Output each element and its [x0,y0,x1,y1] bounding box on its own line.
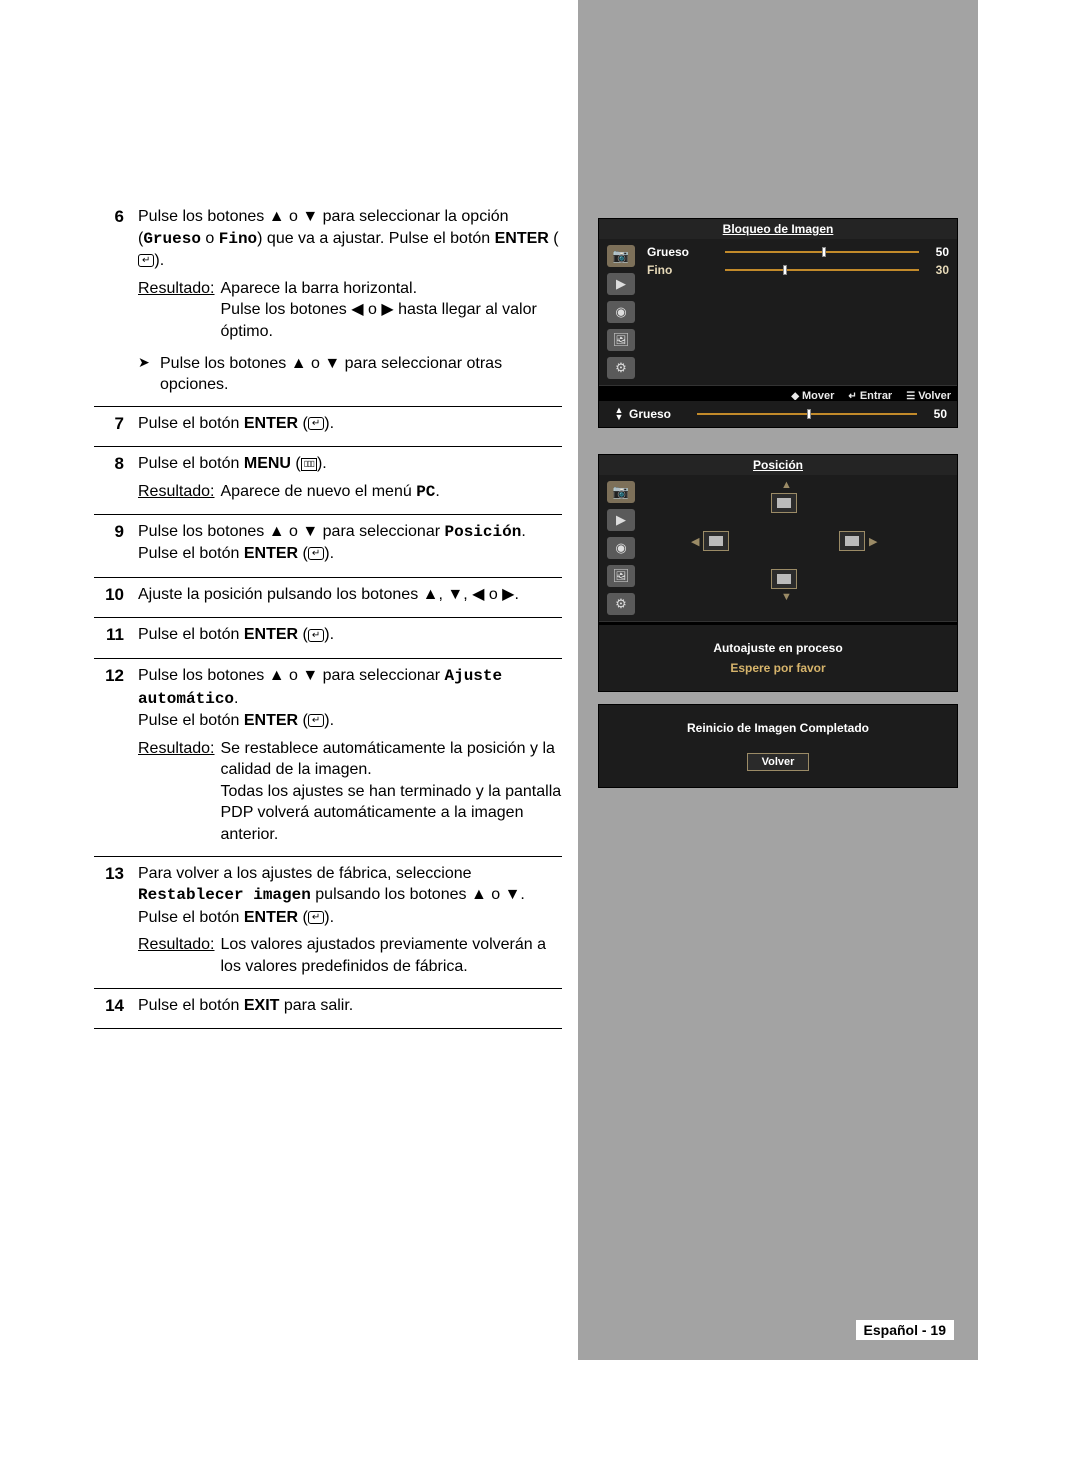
updown-icon: ▲▼ [609,407,629,421]
menu-category-icon: ▶ [607,273,635,295]
menu-category-icon: ▶ [607,509,635,531]
step-9: 9Pulse los botones ▲ o ▼ para selecciona… [94,515,562,578]
menu-category-icon: 🖼 [607,329,635,351]
osd-reset-complete: Reinicio de Imagen Completado Volver [598,704,958,788]
menu-category-icon: 🖼 [607,565,635,587]
sidebar-column: Bloqueo de Imagen 📷▶◉🖼⚙ Grueso50Fino30 ◆… [578,0,978,1360]
slider-row-grueso: Grueso50 [647,245,949,259]
return-button[interactable]: Volver [747,753,810,771]
menu-category-icon: 📷 [607,481,635,503]
osd-image-lock: Bloqueo de Imagen 📷▶◉🖼⚙ Grueso50Fino30 ◆… [598,218,958,407]
osd-slider-bar: ▲▼ Grueso 50 [598,400,958,428]
osd-header: Bloqueo de Imagen [599,219,957,239]
step-14: 14Pulse el botón EXIT para salir. [94,989,562,1030]
osd-category-icons: 📷 ▶ ◉ 🖼 ⚙ [599,475,643,621]
step-10: 10Ajuste la posición pulsando los botone… [94,578,562,619]
step-8: 8Pulse el botón MENU (▯▯▯).Resultado:Apa… [94,447,562,514]
step-13: 13Para volver a los ajustes de fábrica, … [94,857,562,989]
step-12: 12Pulse los botones ▲ o ▼ para seleccion… [94,659,562,857]
step-7: 7Pulse el botón ENTER (↵). [94,407,562,448]
step-6: 6Pulse los botones ▲ o ▼ para selecciona… [94,200,562,407]
osd-autoadjust: Autoajuste en proceso Espere por favor [598,624,958,692]
menu-category-icon: 📷 [607,245,635,267]
menu-category-icon: ⚙ [607,357,635,379]
position-pad: ▲ ◀ ▶ ▼ [643,475,957,621]
osd-header: Posición [599,455,957,475]
slider-row-fino: Fino30 [647,263,949,277]
step-11: 11Pulse el botón ENTER (↵). [94,618,562,659]
menu-category-icon: ⚙ [607,593,635,615]
menu-category-icon: ◉ [607,537,635,559]
osd-position: Posición 📷▶◉🖼⚙ ▲ ◀ ▶ ▼ ◆Mover ↵Entrar ☰V… [598,454,958,643]
page-number: Español - 19 [856,1320,954,1340]
instruction-steps: 6Pulse los botones ▲ o ▼ para selecciona… [94,200,562,1029]
menu-category-icon: ◉ [607,301,635,323]
osd-category-icons: 📷 ▶ ◉ 🖼 ⚙ [599,239,643,385]
